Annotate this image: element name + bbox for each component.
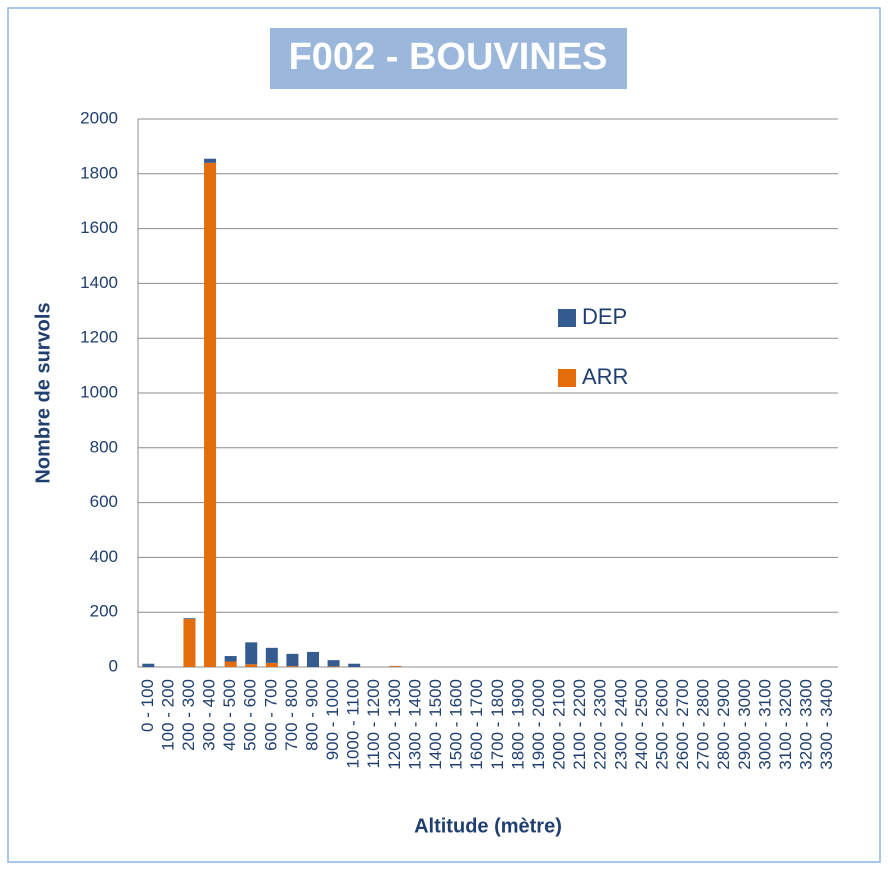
y-tick-label: 0 [109,656,118,675]
x-tick-label: 1200 - 1300 [385,679,404,770]
bar-segment [224,661,237,667]
bar-segment [183,619,196,667]
x-tick-label: 1300 - 1400 [405,679,424,770]
x-tick-label: 600 - 700 [261,679,280,751]
y-tick-label: 600 [90,492,118,511]
y-tick-label: 1800 [80,163,118,182]
x-tick-label: 300 - 400 [200,679,219,751]
bar-segment [265,662,278,667]
bar-segment [204,162,217,667]
legend-label: DEP [582,304,627,329]
chart-border [7,7,881,863]
bar-segment [286,666,299,667]
bar-segment [286,653,299,667]
bar-segment [142,663,155,667]
x-tick-label: 2700 - 2800 [694,679,713,770]
x-axis-label: Altitude (mètre) [414,815,562,837]
x-tick-label: 2400 - 2500 [632,679,651,770]
legend-label: ARR [582,364,628,389]
x-tick-label: 400 - 500 [220,679,239,751]
x-tick-label: 1500 - 1600 [447,679,466,770]
x-tick-label: 1800 - 1900 [508,679,527,770]
bar-segment [327,660,340,667]
x-tick-label: 1100 - 1200 [364,679,383,768]
bar-segment [224,656,237,662]
x-tick-label: 500 - 600 [241,679,260,751]
bar-segment [245,664,258,667]
y-tick-label: 2000 [80,108,118,127]
y-axis-label: Nombre de survols [32,302,54,483]
y-tick-label: 400 [90,547,118,566]
legend-swatch [558,309,576,327]
x-tick-label: 2200 - 2300 [591,679,610,770]
x-tick-label: 2900 - 3000 [735,679,754,770]
y-tick-label: 1200 [80,328,118,347]
x-tick-label: 200 - 300 [179,679,198,751]
x-tick-label: 1400 - 1500 [426,679,445,770]
x-tick-label: 2600 - 2700 [673,679,692,770]
x-tick-label: 800 - 900 [302,679,321,751]
y-tick-label: 200 [90,602,118,621]
x-tick-label: 700 - 800 [282,679,301,751]
x-tick-label: 3300 - 3400 [817,679,836,770]
x-tick-label: 1700 - 1800 [488,679,507,770]
legend-swatch [558,369,576,387]
bar-segment [265,647,278,663]
x-tick-label: 2300 - 2400 [611,679,630,770]
title-box [270,28,627,89]
x-tick-label: 2500 - 2600 [652,679,671,770]
bar-segment [307,651,319,667]
chart-title: F002 - BOUVINES [289,36,608,78]
x-tick-label: 2800 - 2900 [714,679,733,770]
bar-segment [183,618,196,620]
bar-segment [348,663,361,667]
x-tick-label: 2100 - 2200 [570,679,589,770]
x-tick-label: 100 - 200 [158,679,177,751]
x-tick-label: 1000 - 1100 [344,679,363,768]
x-tick-label: 3100 - 3200 [776,679,795,770]
y-tick-label: 800 [90,437,118,456]
bar-segment [327,666,340,667]
x-tick-label: 3000 - 3100 [755,679,774,770]
bar-segment [389,666,402,667]
y-tick-label: 1400 [80,273,118,292]
x-tick-label: 0 - 100 [138,679,157,732]
x-tick-label: 3200 - 3300 [797,679,816,770]
y-tick-label: 1600 [80,218,118,237]
x-tick-label: 900 - 1000 [323,679,342,760]
bar-segment [204,158,217,163]
x-tick-label: 1600 - 1700 [467,679,486,770]
y-tick-label: 1000 [80,382,118,401]
bar-segment [245,642,258,665]
x-tick-label: 1900 - 2000 [529,679,548,770]
x-tick-label: 2000 - 2100 [550,679,569,770]
